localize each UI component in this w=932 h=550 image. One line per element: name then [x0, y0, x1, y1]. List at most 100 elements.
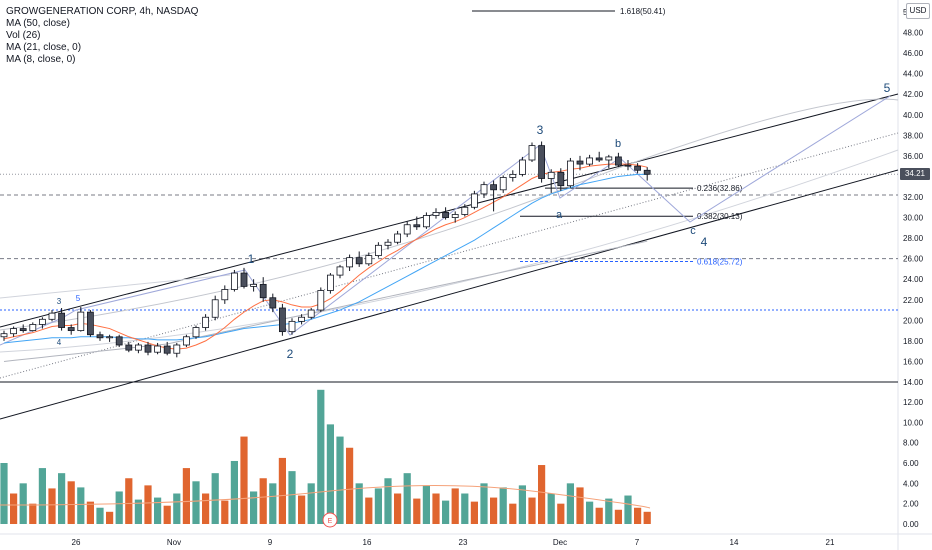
- wave-label: 3: [57, 297, 62, 306]
- volume-bar: [509, 503, 517, 524]
- volume-bar: [298, 495, 306, 524]
- volume-bar: [230, 460, 238, 524]
- price-tick-label: 38.00: [903, 131, 924, 140]
- candle-body: [365, 255, 373, 265]
- volume-bar: [182, 468, 190, 524]
- volume-bar: [461, 493, 469, 524]
- price-tick-label: 20.00: [903, 316, 924, 325]
- volume-bar: [566, 483, 574, 524]
- price-tick-label: 48.00: [903, 29, 924, 38]
- volume-bar: [38, 468, 46, 524]
- candle-body: [163, 345, 171, 354]
- wave-label: 5: [884, 81, 891, 95]
- volume-bar: [173, 493, 181, 524]
- projection-curve: [0, 149, 899, 353]
- candle-body: [317, 290, 325, 311]
- volume-bar: [326, 424, 334, 524]
- candle-body: [307, 309, 315, 318]
- candle-body: [346, 257, 354, 268]
- volume-bar: [211, 473, 219, 524]
- candle-body: [77, 311, 85, 332]
- volume-tick-label: 0.00: [903, 520, 919, 529]
- candle-body: [519, 159, 526, 175]
- candle-body: [547, 171, 555, 179]
- candle-body: [48, 312, 56, 320]
- volume-bar: [346, 447, 354, 524]
- volume-bar: [192, 481, 200, 524]
- price-tick-label: 22.00: [903, 296, 924, 305]
- price-tick-label: 42.00: [903, 90, 924, 99]
- volume-bar: [96, 507, 104, 524]
- price-tick-label: 44.00: [903, 70, 924, 79]
- legend-ma8[interactable]: MA (8, close, 0): [6, 54, 76, 65]
- wave-label: 1: [248, 252, 255, 266]
- candle-body: [615, 156, 622, 166]
- channel-mid-line: [0, 132, 899, 379]
- volume-bar: [365, 497, 373, 524]
- volume-bar: [10, 493, 18, 524]
- candle-body: [106, 336, 113, 339]
- volume-bar: [624, 495, 632, 524]
- legend-ma50[interactable]: MA (50, close): [6, 18, 70, 29]
- candle-body: [576, 160, 584, 165]
- legend-ma21[interactable]: MA (21, close, 0): [6, 42, 82, 53]
- time-tick-label: Nov: [167, 538, 181, 547]
- fib-label: 0.618(25.72): [697, 258, 743, 267]
- volume-bar: [442, 500, 450, 524]
- candle-body: [29, 324, 37, 332]
- channel-lower-line: [0, 169, 899, 420]
- volume-bar: [307, 483, 315, 524]
- volume-bar: [106, 511, 114, 524]
- wave-label: c: [690, 225, 696, 237]
- wave-label: 3: [537, 123, 544, 137]
- candle-body: [442, 212, 450, 218]
- volume-tick-label: 2.00: [903, 500, 919, 509]
- candle-body: [595, 157, 603, 161]
- wave-label: 4: [701, 235, 708, 249]
- price-tick-label: 30.00: [903, 214, 924, 223]
- candle-body: [509, 173, 517, 178]
- price-tick-label: 18.00: [903, 337, 924, 346]
- volume-bar: [58, 473, 66, 524]
- currency-label[interactable]: USD: [906, 3, 930, 19]
- candle-body: [173, 344, 181, 354]
- candle-body: [115, 336, 123, 346]
- volume-bar: [384, 478, 392, 524]
- candle-body: [355, 257, 363, 265]
- candle-body: [278, 307, 286, 333]
- volume-bar: [250, 491, 258, 524]
- volume-bar: [154, 497, 162, 524]
- candle-body: [499, 177, 507, 191]
- volume-bar: [557, 503, 565, 524]
- volume-bar: [374, 488, 382, 524]
- volume-bar: [259, 478, 267, 524]
- volume-bar: [144, 485, 152, 524]
- candle-body: [461, 206, 469, 215]
- volume-bar: [614, 509, 622, 524]
- volume-bar: [134, 499, 142, 524]
- wave-label: 5: [76, 294, 81, 303]
- candle-body: [96, 334, 104, 339]
- channel-upper-line: [0, 93, 899, 328]
- volume-bar: [576, 487, 584, 524]
- volume-bar: [67, 481, 75, 524]
- candle-body: [125, 344, 133, 351]
- volume-bar: [77, 487, 85, 524]
- candle-body: [470, 193, 478, 208]
- wave-label: 4: [57, 338, 62, 347]
- candle-body: [528, 145, 536, 161]
- volume-bar: [528, 497, 536, 524]
- legend-vol[interactable]: Vol (26): [6, 30, 41, 41]
- candle-body: [144, 344, 152, 353]
- candle-body: [403, 224, 411, 235]
- candle-body: [134, 344, 142, 351]
- candle-body: [643, 169, 651, 175]
- candle-body: [490, 184, 498, 191]
- volume-bar: [634, 507, 642, 524]
- candle-body: [10, 328, 18, 335]
- legend-symbol: GROWGENERATION CORP, 4h, NASDAQ: [6, 6, 199, 17]
- time-tick-label: 26: [72, 538, 81, 547]
- volume-bar: [538, 465, 546, 524]
- volume-bar: [595, 507, 603, 524]
